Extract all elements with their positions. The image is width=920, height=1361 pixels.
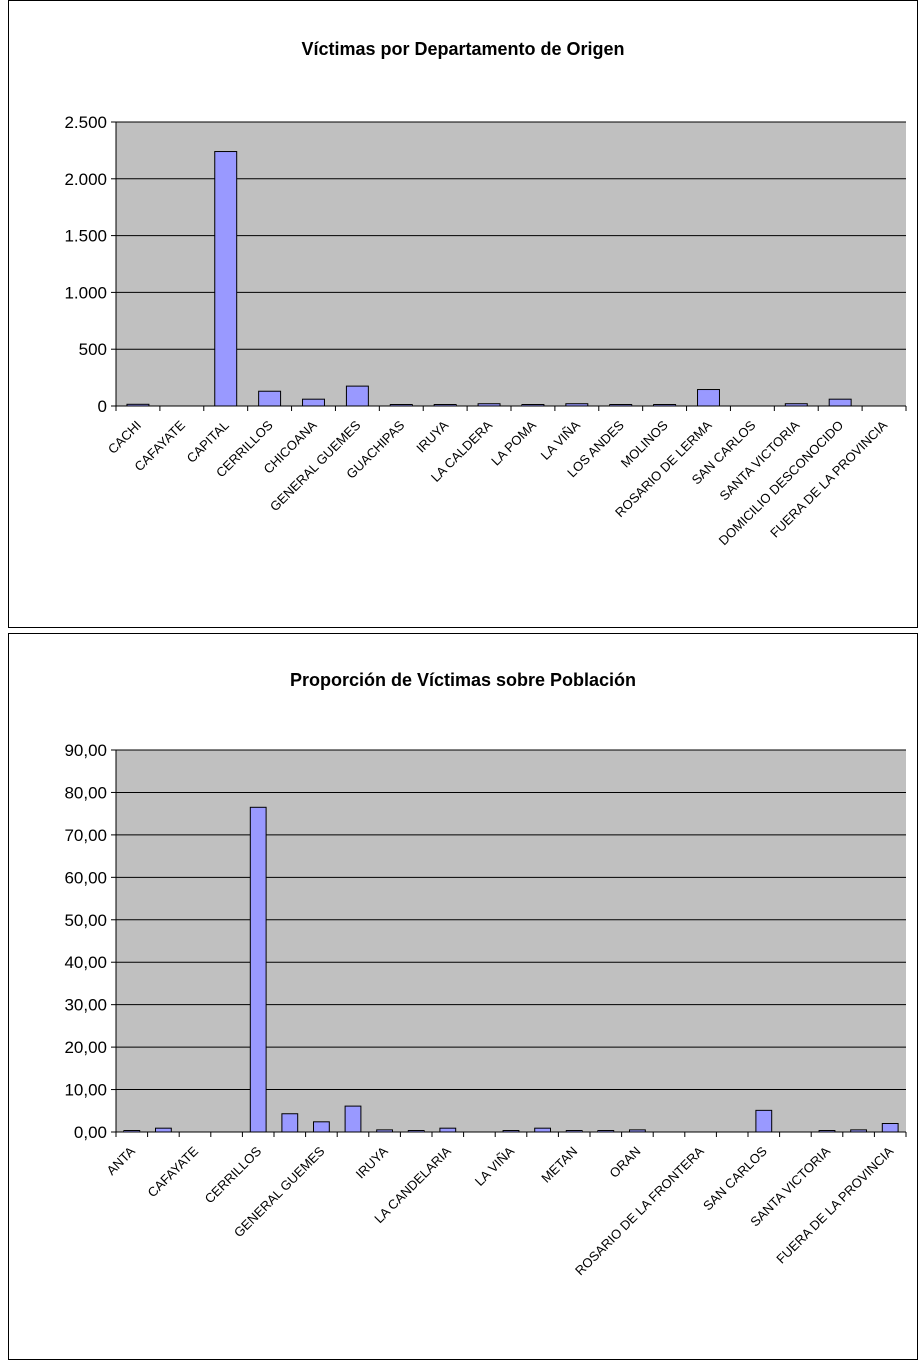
bar — [609, 404, 633, 407]
x-tick-label: METAN — [538, 1144, 580, 1186]
x-tick-label: IRUYA — [353, 1143, 391, 1181]
bar — [521, 404, 545, 407]
bar — [123, 1130, 141, 1133]
y-tick-label: 2.500 — [64, 113, 107, 132]
bar — [477, 403, 501, 407]
x-tick-label: CACHI — [105, 418, 144, 457]
chart-title: Víctimas por Departamento de Origen — [301, 39, 625, 59]
x-tick-label: ANTA — [103, 1143, 138, 1178]
y-tick-label: 0,00 — [74, 1123, 107, 1142]
bar — [784, 403, 808, 407]
x-tick-label: LA POMA — [488, 417, 539, 468]
bar — [697, 389, 720, 407]
bar — [629, 1129, 646, 1133]
bar — [214, 151, 238, 407]
y-tick-label: 1.000 — [64, 283, 107, 302]
bar — [249, 806, 267, 1133]
bar — [389, 404, 413, 407]
bar — [439, 1127, 457, 1133]
bar — [281, 1113, 299, 1133]
bar — [258, 390, 282, 407]
bar — [376, 1129, 394, 1133]
y-tick-label: 500 — [79, 340, 107, 359]
y-tick-label: 70,00 — [64, 826, 107, 845]
y-tick-label: 2.000 — [64, 170, 107, 189]
bar — [126, 403, 150, 407]
x-tick-label: SANTA VICTORIA — [717, 417, 803, 503]
bar — [828, 398, 852, 407]
chart-proporcion-poblacion-svg: 0,00 10,00 20,00 30,00 40,00 50,00 60,00 70,00 8… — [64, 741, 907, 1278]
y-tick-label: 60,00 — [64, 868, 107, 887]
chart-victimas-departamento-svg: 05001.0001.5002.0002.500CACHICAFAYATECAP… — [64, 113, 907, 548]
bar — [155, 1127, 172, 1133]
bar — [345, 385, 369, 407]
bar — [565, 403, 589, 407]
bar — [755, 1109, 773, 1133]
y-tick-label: 80,00 — [64, 783, 107, 802]
bar — [407, 1130, 425, 1133]
y-tick-label: 90,00 — [64, 741, 107, 760]
bar — [302, 398, 325, 407]
y-tick-label: 40,00 — [64, 953, 107, 972]
bar — [534, 1127, 552, 1133]
bar — [565, 1130, 583, 1133]
y-tick-label: 50,00 — [64, 911, 107, 930]
bar — [881, 1123, 899, 1133]
bar — [433, 404, 457, 407]
bar — [850, 1129, 868, 1133]
x-tick-label: LA VIÑA — [472, 1143, 518, 1189]
x-tick-label: ROSARIO DE LA FRONTERA — [572, 1143, 707, 1278]
plot-area — [116, 750, 906, 1132]
y-tick-label: 10,00 — [64, 1081, 107, 1100]
y-tick-label: 1.500 — [64, 227, 107, 246]
bar — [653, 404, 677, 407]
y-tick-label: 20,00 — [64, 1038, 107, 1057]
x-tick-label: IRUYA — [413, 417, 451, 455]
plot-area — [116, 122, 906, 406]
y-tick-label: 0 — [98, 397, 107, 416]
chart-proporcion-poblacion: Proporción de Víctimas sobre Población 0… — [8, 633, 918, 1360]
bar — [597, 1130, 615, 1133]
bar — [818, 1130, 836, 1133]
x-tick-label: FUERA DE LA PROVINCIA — [773, 1143, 896, 1266]
bar — [502, 1130, 520, 1133]
x-tick-label: ORAN — [606, 1144, 643, 1181]
chart-title: Proporción de Víctimas sobre Población — [289, 670, 637, 690]
y-tick-label: 30,00 — [64, 996, 107, 1015]
bar — [344, 1105, 362, 1133]
x-tick-label: SAN CARLOS — [700, 1143, 770, 1213]
bar — [313, 1121, 330, 1133]
x-tick-label: CAFAYATE — [145, 1143, 202, 1200]
chart-victimas-departamento: Víctimas por Departamento de Origen 0 500… — [8, 0, 918, 628]
x-tick-label: CERRILLOS — [202, 1143, 265, 1206]
